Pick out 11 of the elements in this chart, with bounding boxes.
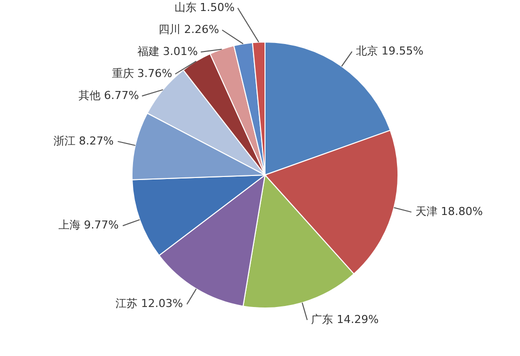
slice-label: 重庆 3.76% (112, 67, 172, 80)
slice-label: 江苏 12.03% (115, 297, 183, 310)
slice-label: 四川 2.26% (158, 23, 220, 36)
slice-label: 天津 18.80% (415, 205, 483, 218)
slice-label: 浙江 8.27% (53, 134, 114, 148)
slice-label: 山东 1.50% (174, 1, 235, 14)
slice-label: 上海 9.77% (58, 218, 119, 232)
slice-label: 其他 6.77% (78, 89, 139, 102)
slice-label: 北京 19.55% (356, 44, 424, 58)
slice-label: 福建 3.01% (137, 45, 198, 58)
slice-label: 广东 14.29% (311, 312, 379, 326)
